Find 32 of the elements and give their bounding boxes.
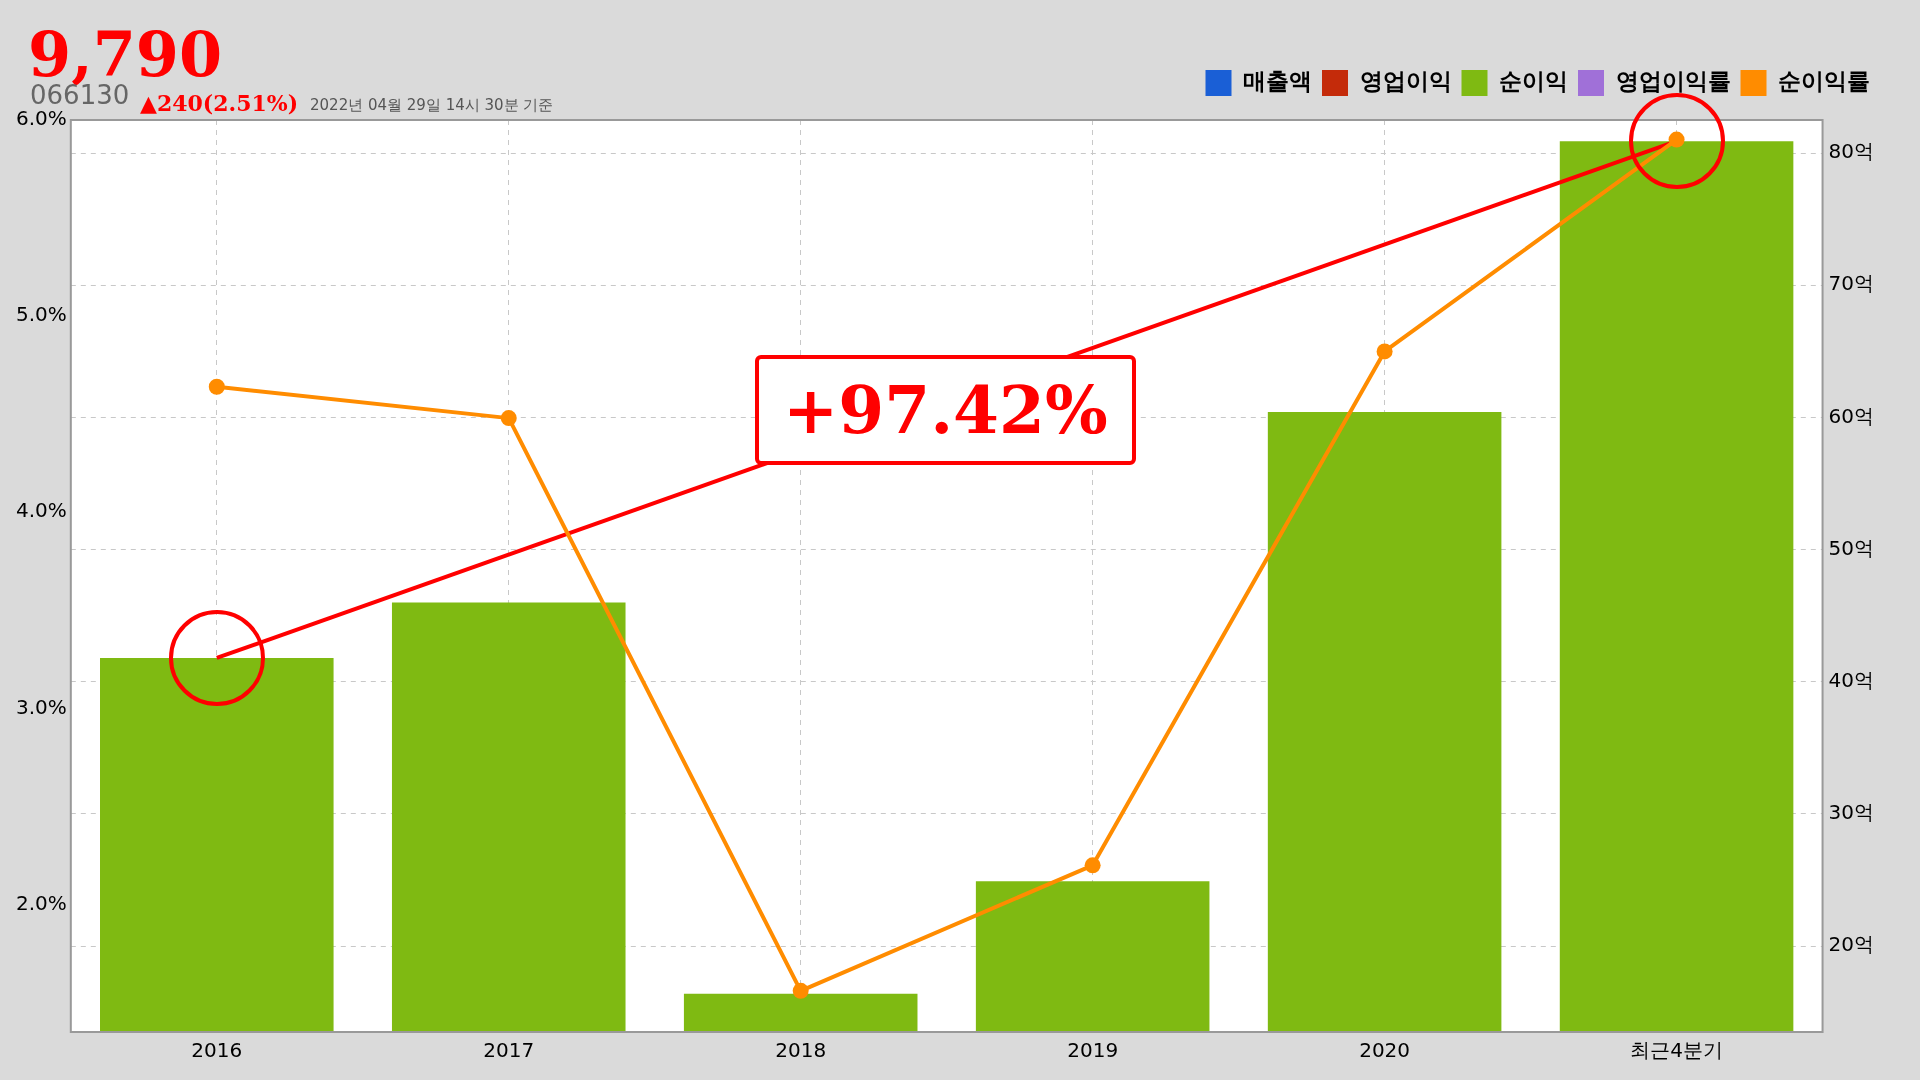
chart-subtitle: ▲240(2.51%)	[140, 90, 299, 116]
legend-label: 영업이익	[1359, 67, 1452, 94]
legend-label: 순이익률	[1778, 67, 1870, 94]
legend-label: 순이익	[1499, 67, 1568, 94]
point	[1376, 343, 1393, 360]
y-tick-label: 6.0%	[16, 106, 67, 131]
x-tick-label: 2018	[775, 1038, 827, 1063]
y2-tick-label: 60억	[1828, 403, 1874, 428]
y2-tick-label: 50억	[1828, 535, 1874, 560]
y2-tick-label: 80억	[1828, 139, 1874, 164]
legend-label: 영업이익률	[1615, 67, 1731, 94]
y2-tick-label: 70억	[1828, 271, 1874, 296]
x-tick-label: 2019	[1067, 1038, 1119, 1063]
x-tick-label: 2016	[191, 1038, 243, 1063]
point	[208, 378, 225, 395]
text: 2022년 04월 29일 14시 30분 기준	[310, 96, 554, 115]
y2-tick-label: 20억	[1828, 932, 1874, 957]
y-tick-label: 3.0%	[16, 694, 67, 719]
y-tick-label: 5.0%	[16, 302, 67, 327]
x-tick-label: 2017	[483, 1038, 535, 1063]
y-tick-label: 2.0%	[16, 890, 67, 915]
legend-label: 매출액	[1243, 67, 1312, 94]
y2-tick-label: 30억	[1828, 800, 1874, 825]
y2-tick-label: 40억	[1828, 667, 1874, 692]
y-tick-label: 4.0%	[16, 498, 67, 523]
point	[500, 410, 517, 427]
point	[792, 982, 809, 999]
annotation: +97.42%	[755, 355, 1136, 465]
x-tick-label: 2020	[1359, 1038, 1411, 1063]
point	[1668, 131, 1685, 148]
point	[1084, 857, 1101, 874]
x-tick-label: 최근4분기	[1630, 1038, 1723, 1063]
